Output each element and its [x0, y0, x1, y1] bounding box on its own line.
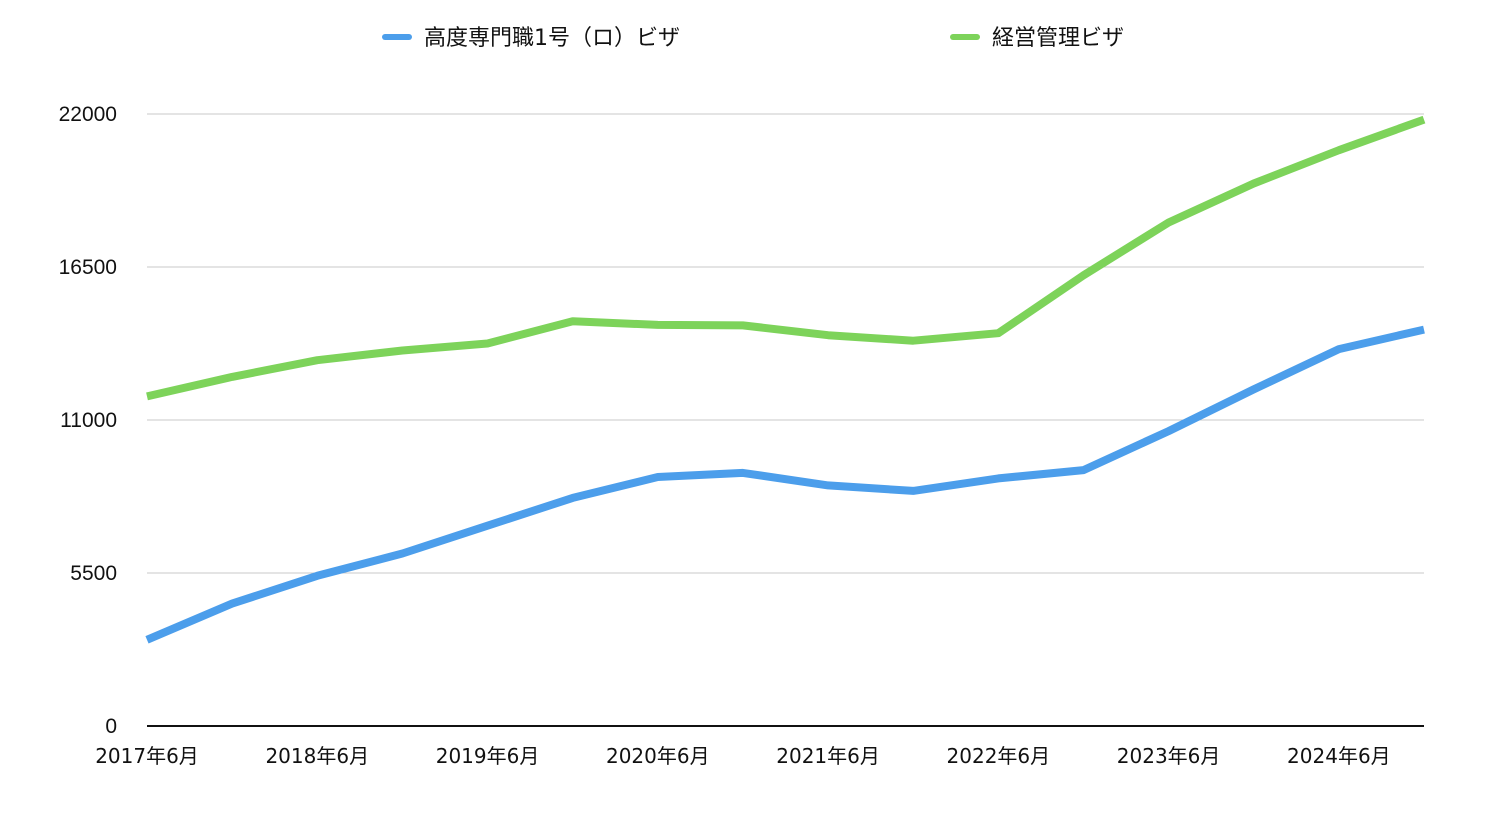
- x-tick-label: 2017年6月: [95, 744, 199, 768]
- y-axis: 0 5500 11000 16500 22000: [59, 103, 117, 738]
- series-line-2: [146, 115, 1426, 401]
- gridlines: [147, 113, 1424, 574]
- legend-label-2: 経営管理ビザ: [992, 26, 1124, 51]
- legend-label-1: 高度専門職1号（ロ）ビザ: [424, 26, 680, 51]
- series-line-1: [145, 325, 1425, 644]
- series-lines: [145, 115, 1426, 644]
- x-tick-label: 2022年6月: [947, 744, 1051, 768]
- y-tick-label: 22000: [59, 103, 117, 126]
- x-tick-label: 2018年6月: [265, 744, 369, 768]
- x-tick-label: 2024年6月: [1287, 744, 1391, 768]
- x-tick-label: 2021年6月: [776, 744, 880, 768]
- x-tick-label: 2020年6月: [606, 744, 710, 768]
- x-tick-label: 2023年6月: [1117, 744, 1221, 768]
- y-tick-label: 11000: [60, 409, 117, 432]
- y-tick-label: 5500: [70, 562, 117, 585]
- y-tick-label: 16500: [59, 256, 117, 279]
- x-tick-label: 2019年6月: [436, 744, 540, 768]
- legend: 高度専門職1号（ロ）ビザ 経営管理ビザ: [382, 26, 1124, 51]
- y-tick-label: 0: [105, 715, 117, 738]
- x-axis: 2017年6月 2018年6月 2019年6月 2020年6月 2021年6月 2022年…: [95, 725, 1424, 768]
